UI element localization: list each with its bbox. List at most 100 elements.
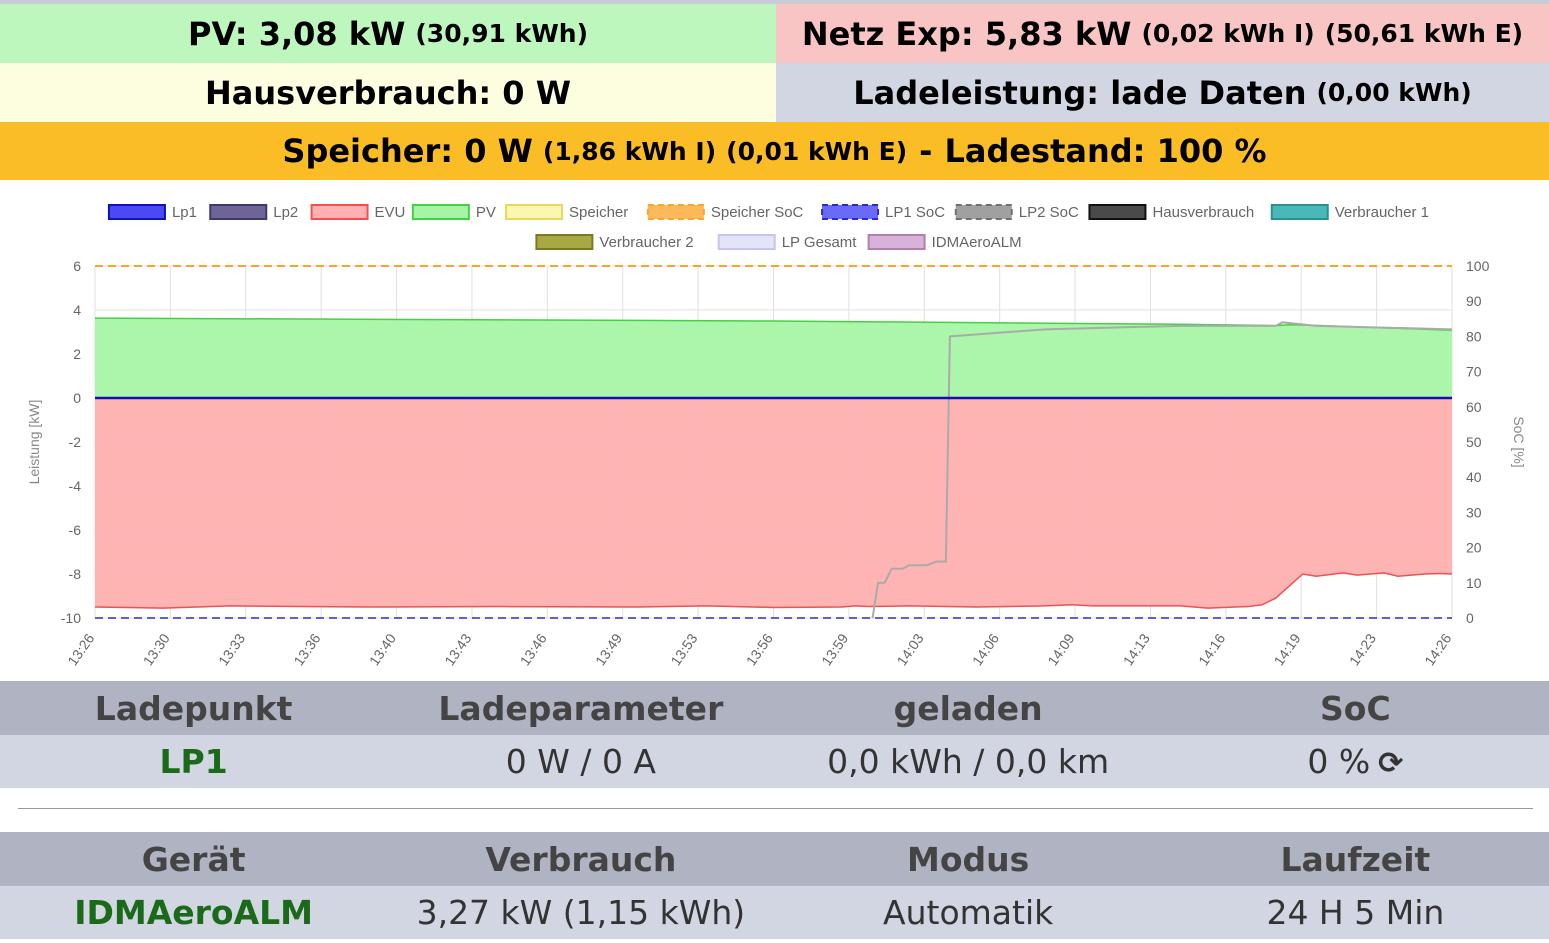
evu-line	[94, 572, 1453, 609]
hausverbrauch-status: Hausverbrauch: 0 W	[0, 63, 776, 122]
y2-tick-label: 70	[1466, 364, 1482, 380]
lp-charged: 0,0 kWh / 0,0 km	[774, 735, 1162, 788]
x-tick-label: 14:09	[1044, 630, 1077, 668]
legend-swatch	[821, 204, 880, 220]
legend-label: LP2 SoC	[1019, 204, 1079, 221]
x-tick-label: 14:03	[894, 630, 927, 668]
y-tick-label: -10	[61, 610, 81, 626]
lade-energy: (0,00 kWh)	[1316, 78, 1472, 107]
y2-tick-label: 30	[1466, 504, 1482, 520]
status-row-3: Speicher: 0 W (1,86 kWh I) (0,01 kWh E) - La…	[0, 122, 1549, 181]
x-tick-label: 14:13	[1120, 630, 1153, 668]
x-tick-label: 13:26	[64, 630, 97, 668]
x-tick-label: 14:19	[1270, 630, 1303, 668]
geraet-header-row: Gerät Verbrauch Modus Laufzeit	[0, 832, 1549, 886]
header-soc: SoC	[1161, 681, 1549, 735]
speicher-status: Speicher: 0 W (1,86 kWh I) (0,01 kWh E) - La…	[0, 122, 1549, 180]
legend-label: EVU	[375, 204, 406, 221]
y2-tick-label: 100	[1466, 258, 1490, 274]
device-consumption: 3,27 kW (1,15 kWh)	[387, 886, 775, 939]
reload-icon[interactable]: ⟳	[1378, 746, 1404, 781]
legend-label: Speicher	[569, 204, 628, 221]
legend-label: Verbraucher 1	[1335, 204, 1429, 221]
header-ladepunkt: Ladepunkt	[0, 681, 388, 735]
header-ladeparameter: Ladeparameter	[387, 681, 775, 735]
x-tick-label: 13:30	[140, 630, 173, 668]
legend-swatch	[646, 204, 705, 220]
legend-swatch	[505, 204, 564, 220]
legend-label: Verbraucher 2	[599, 234, 693, 251]
header-verbrauch: Verbrauch	[387, 832, 775, 886]
legend-swatch	[411, 204, 470, 220]
netz-value: 5,83 kW	[984, 14, 1132, 53]
y2-tick-label: 90	[1466, 293, 1482, 309]
y-tick-label: -6	[69, 522, 82, 538]
y2-tick-label: 0	[1466, 610, 1474, 626]
lp-name[interactable]: LP1	[0, 735, 388, 788]
y2-tick-label: 80	[1466, 328, 1482, 344]
y2-axis-title: SoC [%]	[1511, 416, 1527, 467]
legend-swatch	[1088, 204, 1147, 220]
x-tick-label: 14:06	[969, 630, 1002, 668]
lp2-soc-line	[871, 321, 1453, 619]
speicher-import: (1,86 kWh I)	[542, 136, 717, 166]
speicher-separator: -	[919, 132, 933, 170]
x-tick-label: 13:40	[366, 630, 399, 668]
ladepunkt-table: Ladepunkt Ladeparameter geladen SoC LP1 …	[0, 681, 1549, 788]
soc-value: 100 %	[1156, 132, 1267, 170]
device-mode[interactable]: Automatik	[774, 886, 1162, 939]
pv-label: PV:	[187, 14, 248, 53]
y2-tick-label: 20	[1466, 540, 1482, 556]
legend-label: Speicher SoC	[711, 204, 804, 221]
x-tick-label: 13:36	[290, 630, 323, 668]
legend-swatch	[867, 234, 926, 250]
soc-label: Ladestand:	[944, 132, 1146, 170]
legend-swatch	[310, 204, 369, 220]
lade-value: lade Daten	[1110, 73, 1307, 112]
header-laufzeit: Laufzeit	[1161, 832, 1549, 886]
legend-swatch	[717, 234, 776, 250]
header-modus: Modus	[774, 832, 1162, 886]
x-tick-label: 14:26	[1421, 630, 1454, 668]
status-row-2: Hausverbrauch: 0 W Ladeleistung: lade Da…	[0, 63, 1549, 122]
legend-swatch	[954, 204, 1013, 220]
legend-swatch	[209, 204, 268, 220]
legend-swatch	[107, 204, 166, 220]
x-tick-label: 13:53	[667, 630, 700, 668]
legend-label: Hausverbrauch	[1152, 204, 1254, 221]
pv-energy: (30,91 kWh)	[415, 19, 589, 48]
top-border	[0, 0, 1549, 4]
netz-export: (50,61 kWh E)	[1324, 19, 1524, 48]
header-geladen: geladen	[774, 681, 1162, 735]
legend-label: Lp1	[172, 204, 197, 221]
legend-label: IDMAeroALM	[932, 234, 1022, 251]
x-tick-label: 13:43	[441, 630, 474, 668]
geraet-table: Gerät Verbrauch Modus Laufzeit IDMAeroAL…	[0, 832, 1549, 939]
speicher-value: 0 W	[464, 132, 533, 170]
pv-status: PV: 3,08 kW (30,91 kWh)	[0, 4, 776, 63]
table-row: IDMAeroALM 3,27 kW (1,15 kWh) Automatik …	[0, 886, 1549, 939]
pv-value: 3,08 kW	[258, 14, 406, 53]
power-chart: Lp1 Lp2 EVU PV Speicher Speicher SoC LP1 SoC LP…	[0, 181, 1549, 681]
y2-tick-label: 60	[1466, 399, 1482, 415]
haus-label: Hausverbrauch:	[205, 73, 492, 112]
y-tick-label: 6	[73, 258, 81, 274]
speicher-export: (0,01 kWh E)	[726, 136, 908, 166]
legend-label: PV	[476, 204, 496, 221]
ladepunkt-header-row: Ladepunkt Ladeparameter geladen SoC	[0, 681, 1549, 735]
pv-area	[95, 318, 1452, 398]
speicher-label: Speicher:	[282, 132, 454, 170]
lp-soc: 0 %	[1307, 742, 1371, 781]
legend-label: LP Gesamt	[782, 234, 858, 251]
x-tick-label: 13:56	[743, 630, 776, 668]
y-axis-title: Leistung [kW]	[26, 400, 42, 485]
y-tick-label: -8	[69, 566, 82, 582]
legend-label: Lp2	[273, 204, 298, 221]
y-tick-label: 0	[73, 390, 81, 406]
ladeleistung-status: Ladeleistung: lade Daten (0,00 kWh)	[776, 63, 1549, 122]
x-tick-label: 13:59	[818, 630, 851, 668]
haus-value: 0 W	[502, 73, 571, 112]
x-tick-label: 13:33	[215, 630, 248, 668]
device-name[interactable]: IDMAeroALM	[0, 886, 388, 939]
device-runtime: 24 H 5 Min	[1161, 886, 1549, 939]
